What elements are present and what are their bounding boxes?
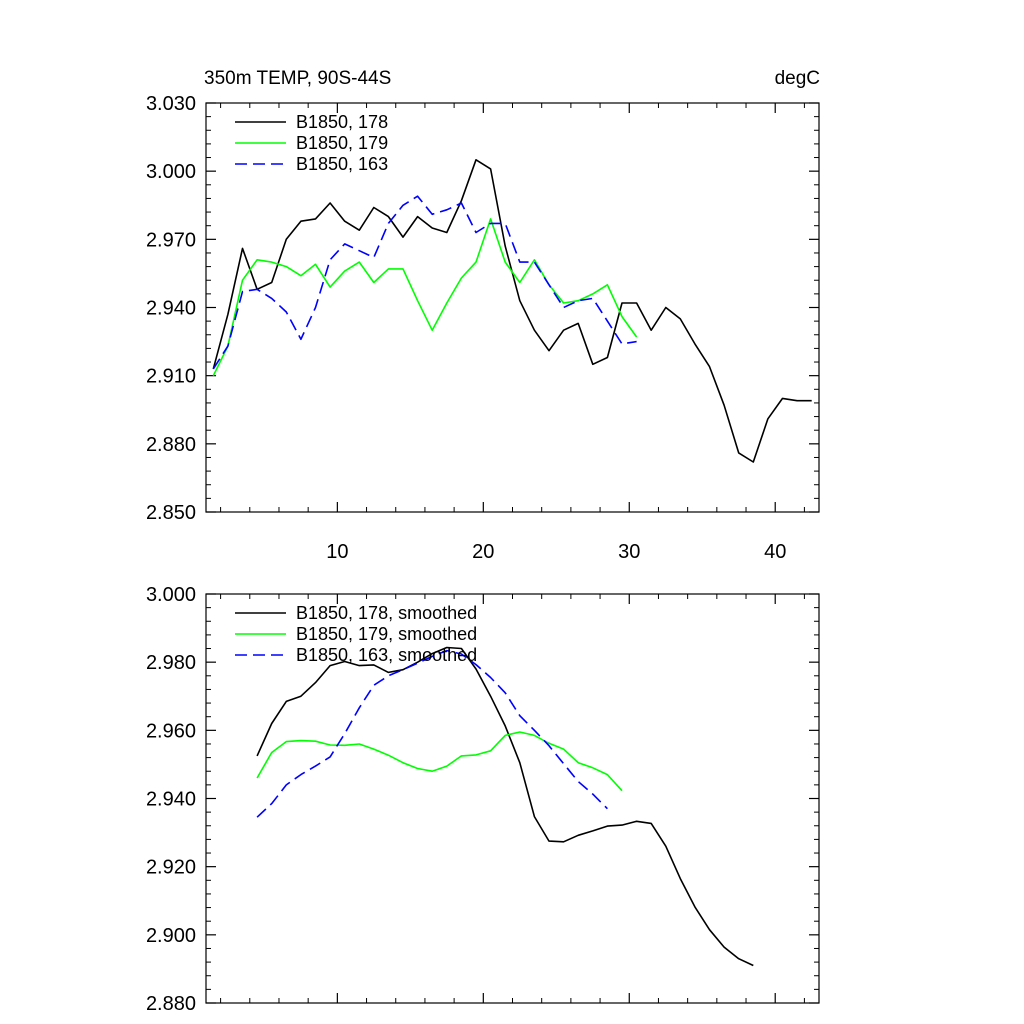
p0-legend-label-3: B1850, 163 — [296, 154, 388, 174]
p0-xtick-label: 20 — [472, 541, 494, 563]
top-chart-units: degC — [775, 68, 820, 89]
p0-ytick-label: 2.970 — [146, 229, 196, 251]
p1-ytick-label: 2.920 — [146, 857, 196, 879]
p1-ytick-label: 2.960 — [146, 720, 196, 742]
p0-xtick-label: 40 — [764, 541, 786, 563]
p1-ytick-label: 2.940 — [146, 789, 196, 811]
top-series — [212, 159, 812, 463]
p0-ytick-label: 3.000 — [146, 161, 196, 183]
p1-legend-label-1: B1850, 178, smoothed — [296, 603, 477, 623]
bottom-series — [256, 646, 754, 967]
p1-series-line-1 — [256, 646, 754, 967]
p0-xtick-label: 30 — [618, 541, 640, 563]
p0-series-line-3 — [212, 195, 637, 370]
bottom-panel: 2.880 2.900 2.920 2.940 2.960 2.980 3.000 B185… — [146, 584, 820, 1015]
p0-ytick-label: 2.940 — [146, 298, 196, 320]
p0-ytick-label: 2.880 — [146, 434, 196, 456]
p1-series-line-3 — [256, 649, 608, 818]
bottom-ticks: 2.880 2.900 2.920 2.940 2.960 2.980 3.000 — [146, 584, 819, 1015]
top-panel: 350m TEMP, 90S-44S degC 2.8502.8802.9102… — [146, 68, 820, 563]
p1-ytick-label: 3.000 — [146, 584, 196, 606]
p0-ytick-label: 2.910 — [146, 366, 196, 388]
p0-ytick-label: 2.850 — [146, 502, 196, 524]
p1-ytick-label: 2.900 — [146, 925, 196, 947]
p1-series-line-2 — [256, 731, 623, 792]
p0-legend-label-1: B1850, 178 — [296, 112, 388, 132]
p0-ytick-label: 3.030 — [146, 93, 196, 115]
p1-legend-label-2: B1850, 179, smoothed — [296, 624, 477, 644]
p1-legend-label-3: B1850, 163, smoothed — [296, 645, 477, 665]
p0-legend-label-2: B1850, 179 — [296, 133, 388, 153]
p1-ytick-label: 2.980 — [146, 652, 196, 674]
p0-xtick-label: 10 — [326, 541, 348, 563]
p1-ytick-label: 2.880 — [146, 993, 196, 1015]
top-chart-title: 350m TEMP, 90S-44S — [204, 68, 391, 89]
top-ticks: 2.850 2.880 2.910 2.940 2.970 3.000 3.030 10 20 3… — [146, 93, 819, 563]
p0-series-line-2 — [212, 218, 638, 377]
